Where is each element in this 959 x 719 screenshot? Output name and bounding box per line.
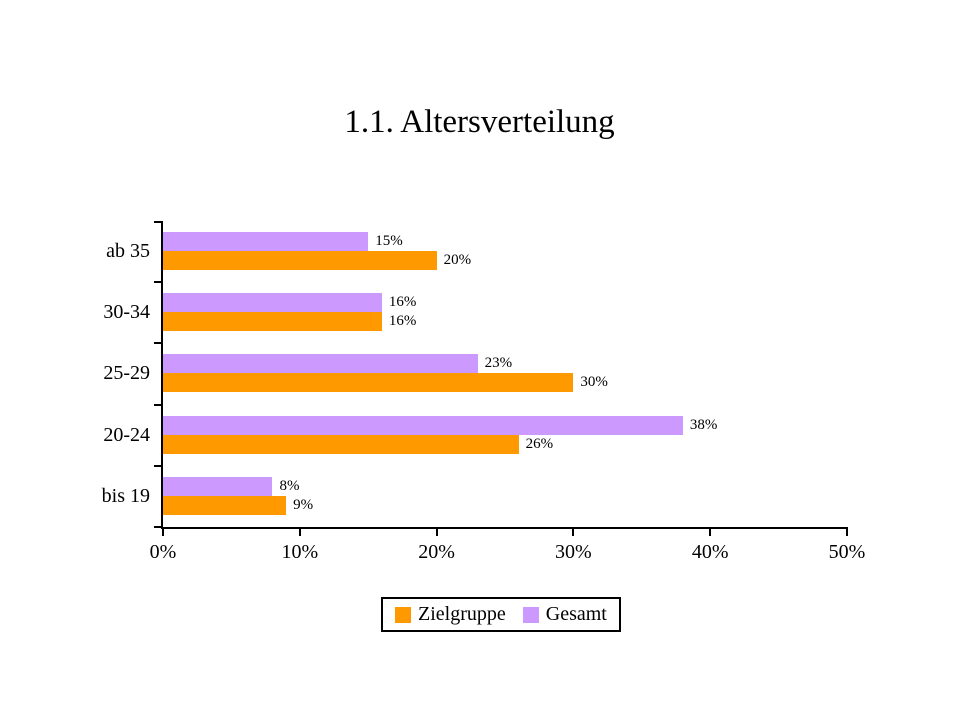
x-axis-label: 0% (149, 541, 177, 563)
bar-zielgruppe (163, 434, 519, 454)
data-label: 16% (388, 294, 417, 311)
bar-zielgruppe (163, 495, 287, 515)
x-axis-tick (162, 527, 164, 536)
data-label: 38% (689, 416, 718, 433)
legend-item-zielgruppe: Zielgruppe (395, 603, 506, 626)
x-axis-tick (572, 527, 575, 536)
category-label: 30-34 (103, 301, 150, 324)
chart-title: 1.1. Altersverteilung (344, 104, 615, 140)
bar-gesamt (163, 293, 382, 313)
legend-swatch-zielgruppe (395, 606, 411, 623)
category-label: bis 19 (101, 484, 150, 507)
data-label: 9% (293, 496, 314, 513)
legend-label: Gesamt (545, 603, 607, 625)
bar-zielgruppe (163, 251, 437, 270)
x-axis-tick (435, 527, 438, 536)
y-axis-tick (154, 281, 163, 284)
data-label: 16% (388, 313, 417, 330)
legend-item-gesamt: Gesamt (522, 603, 607, 626)
data-label: 30% (580, 374, 608, 391)
bar-zielgruppe (163, 312, 382, 332)
bar-gesamt (163, 415, 683, 435)
y-axis-tick (154, 526, 163, 528)
data-label: 20% (443, 252, 472, 268)
data-label: 15% (375, 233, 403, 249)
y-axis-tick (154, 221, 163, 223)
x-axis-label: 10% (281, 541, 319, 563)
category-label: 20-24 (103, 423, 150, 446)
bar-gesamt (163, 476, 273, 496)
x-axis-tick (846, 527, 848, 536)
x-axis-tick (298, 527, 301, 536)
legend: Zielgruppe Gesamt (381, 597, 621, 632)
data-label: 26% (525, 435, 554, 452)
category-label: 25-29 (103, 362, 150, 385)
bar-gesamt (163, 232, 369, 251)
category-label: ab 35 (106, 240, 150, 262)
bar-gesamt (163, 354, 478, 374)
y-axis-tick (154, 403, 163, 406)
data-label: 23% (484, 355, 513, 372)
x-axis-label: 30% (555, 541, 592, 563)
legend-label: Zielgruppe (418, 603, 506, 625)
y-axis-tick (154, 342, 163, 345)
y-axis-tick (154, 464, 163, 467)
data-label: 8% (279, 477, 300, 494)
x-axis-label: 20% (418, 541, 455, 563)
legend-swatch-gesamt (522, 606, 539, 623)
bar-zielgruppe (163, 373, 574, 393)
x-axis-tick (709, 527, 712, 536)
x-axis-label: 50% (828, 541, 866, 563)
x-axis-label: 40% (691, 541, 729, 563)
plot-area: ab 35 15% 20% 30-34 16% 16% 25-29 23% 30% 20-24 38… (102, 221, 865, 563)
